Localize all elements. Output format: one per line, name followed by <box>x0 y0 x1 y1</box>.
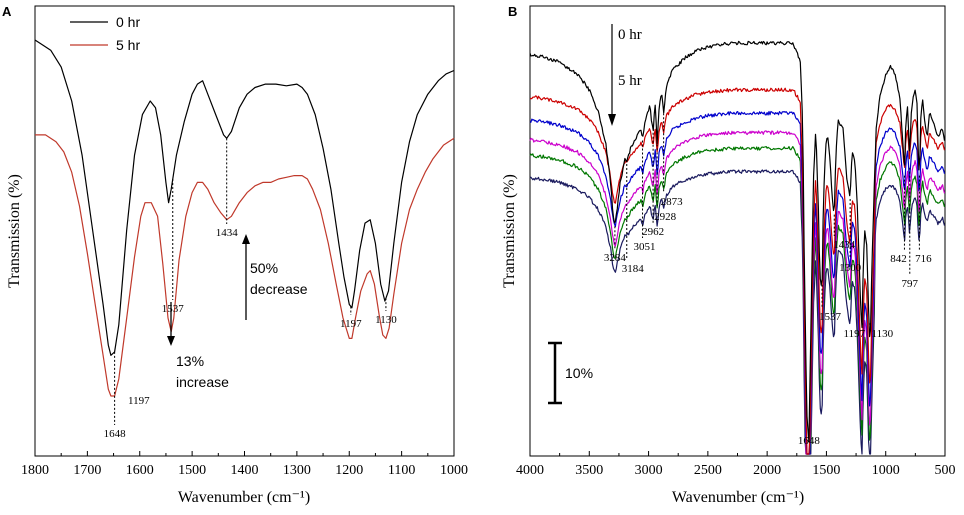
panel-b-x-tick-label: 1500 <box>812 463 840 478</box>
panel-b-series-4hr <box>529 146 946 455</box>
panel-b-peak-label: 716 <box>915 253 932 265</box>
panel-a-x-tick-label: 1500 <box>178 463 206 478</box>
panel-b-x-label: Wavenumber (cm⁻¹) <box>672 489 804 506</box>
panel-a-peak-label: 1434 <box>216 227 239 239</box>
panel-a-frame <box>34 5 455 457</box>
decrease-annotation: 50% decrease <box>242 234 308 320</box>
panel-a-series-0hr <box>34 39 455 356</box>
panel-b-series-0hr <box>529 40 946 443</box>
panel-b-x-tick-label: 4000 <box>516 463 544 478</box>
decrease-value: 50% <box>250 260 278 276</box>
panel-b-peak-label: 2962 <box>642 226 664 238</box>
legend-label-0hr: 0 hr <box>116 14 140 30</box>
panel-b-x-tick-label: 1000 <box>872 463 900 478</box>
panel-b-peak-label: 3184 <box>622 263 645 275</box>
panel-a-annotations: 1648 1537 1434 1197 1130 <box>104 138 397 440</box>
panel-b-series <box>529 40 946 455</box>
panel-a-x-label: Wavenumber (cm⁻¹) <box>178 489 310 506</box>
panel-b-peak-label: 1130 <box>872 328 894 340</box>
panel-a-y-label: Transmission (%) <box>6 174 23 288</box>
panel-a-x-tick-label: 1300 <box>283 463 311 478</box>
panel-b-x-tick-label: 3500 <box>575 463 603 478</box>
panel-a-x-tick-label: 1800 <box>21 463 49 478</box>
scale-bar-label: 10% <box>565 365 593 381</box>
panel-a-legend: 0 hr 5 hr <box>70 14 140 53</box>
increase-value: 13% <box>176 353 204 369</box>
increase-annotation: 13% increase <box>167 302 229 390</box>
panel-b-chart: 4000 3500 3000 2500 2000 1500 1000 500 32843184… <box>501 5 956 506</box>
legend-label-5hr: 5 hr <box>116 37 140 53</box>
panel-a-x-tick-label: 1600 <box>126 463 154 478</box>
panel-a-peak-label: 1537 <box>162 303 185 315</box>
panel-b-x-tick-label: 2500 <box>694 463 722 478</box>
panel-a-x-axis: 1800 1700 1600 1500 1400 1300 1200 1100 1000 <box>21 451 468 478</box>
decrease-arrow-head <box>242 234 250 244</box>
panel-label-a: A <box>2 4 12 19</box>
panel-a-series <box>34 39 455 397</box>
panel-b-x-tick-label: 500 <box>935 463 956 478</box>
panel-b-x-tick-label: 2000 <box>753 463 781 478</box>
panel-b-peak-label: 1197 <box>844 328 866 340</box>
panel-b-peak-label: 1537 <box>819 311 842 323</box>
panel-b-series-5hr <box>529 169 946 455</box>
time-arrow-head <box>608 114 616 126</box>
panel-a-x-tick-label: 1700 <box>73 463 101 478</box>
panel-b-peak-label: 797 <box>902 278 919 290</box>
decrease-word: decrease <box>250 281 308 297</box>
panel-b-peak-label: 3051 <box>634 241 656 253</box>
panel-label-b: B <box>508 4 517 19</box>
panel-b-frame <box>529 5 946 457</box>
time-arrow: 0 hr 5 hr <box>608 24 642 126</box>
time-start-label: 0 hr <box>618 27 642 43</box>
panel-b-x-axis: 4000 3500 3000 2500 2000 1500 1000 500 <box>516 451 956 478</box>
panel-a-peak-label: 1648 <box>104 428 127 440</box>
panel-b-peak-label: 1300 <box>839 262 862 274</box>
panel-b-x-tick-label: 3000 <box>635 463 663 478</box>
panel-a-peak-label: 1130 <box>375 314 397 326</box>
panel-a-x-tick-label: 1400 <box>231 463 259 478</box>
panel-b-peak-label: 3284 <box>604 252 627 264</box>
panel-b-series-2hr <box>529 110 946 455</box>
panel-a-x-tick-label: 1200 <box>335 463 363 478</box>
increase-arrow-head <box>167 336 175 346</box>
panel-b-peak-label: 2928 <box>654 211 677 223</box>
panel-b-peak-label: 1434 <box>833 239 856 251</box>
panel-b-peak-label: 2873 <box>661 196 684 208</box>
panel-b-peak-label: 1648 <box>798 435 821 447</box>
increase-word: increase <box>176 374 229 390</box>
panel-b-y-label: Transmission (%) <box>501 174 518 288</box>
extra-peak-label-1197: 1197 <box>128 395 150 407</box>
panel-a-x-tick-label: 1100 <box>388 463 415 478</box>
panel-a-peak-label: 1197 <box>340 318 362 330</box>
time-end-label: 5 hr <box>618 73 642 89</box>
panel-a-x-tick-label: 1000 <box>440 463 468 478</box>
panel-a-chart: 1800 1700 1600 1500 1400 1300 1200 1100 1000 164… <box>6 5 468 506</box>
panel-b-peak-label: 842 <box>890 253 907 265</box>
scale-bar: 10% <box>548 341 593 405</box>
